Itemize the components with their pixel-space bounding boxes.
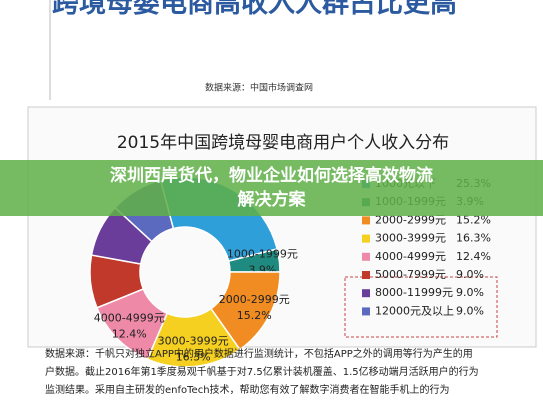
legend-value: 12.4%: [456, 250, 491, 263]
legend-swatch: [362, 271, 370, 279]
legend-value: 16.3%: [456, 232, 491, 245]
slice-value: 16.3%: [176, 351, 211, 364]
legend-swatch: [362, 252, 370, 261]
legend-label: 4000-4999元: [375, 250, 446, 263]
legend-value: 15.2%: [456, 213, 491, 226]
legend-label: 8000-11999元: [375, 286, 453, 299]
heading: 跨境母婴电商高收入人群占比更高: [52, 0, 457, 19]
slice-label: 2000-2999元: [219, 293, 290, 306]
banner[interactable]: 深圳西岸货代，物业企业如何选择高效物流解决方案: [0, 160, 543, 216]
legend-value: 9.0%: [456, 304, 484, 317]
slice-label: 1000-1999元: [227, 247, 298, 260]
legend-swatch: [362, 234, 370, 243]
legend-value: 9.0%: [456, 268, 484, 281]
legend-highlight: [344, 276, 498, 338]
source: 数据来源：中国市场调查网: [205, 82, 313, 94]
legend-swatch: [362, 216, 370, 225]
chart-title: 2015年中国跨境母婴电商用户个人收入分布: [117, 133, 449, 153]
legend-swatch: [362, 289, 370, 298]
legend-label: 5000-7999元: [375, 268, 446, 281]
banner-title[interactable]: 深圳西岸货代，物业企业如何选择高效物流解决方案: [110, 166, 433, 210]
slice-value: 12.4%: [112, 328, 147, 341]
legend-value: 9.0%: [456, 286, 484, 299]
legend-label: 3000-3999元: [375, 232, 446, 245]
footnote: 数据来源：千帆只对独立APP中的用户数据进行监测统计，不包括APP之外的调用等行…: [45, 347, 479, 396]
slice-label: 4000-4999元: [94, 312, 165, 325]
footnote-line: 数据来源：千帆只对独立APP中的用户数据进行监测统计，不包括APP之外的调用等行…: [45, 347, 473, 360]
footnote-line: 户数据。截止2016年第1季度易观千帆基于对7.5亿累计装机覆盖、1.5亿移动端…: [45, 365, 479, 378]
legend-label: 2000-2999元: [375, 213, 446, 226]
legend-label: 12000元及以上: [375, 304, 454, 317]
heading-box: 跨境母婴电商高收入人群占比更高: [52, 0, 457, 19]
slice-label: 3000-3999元: [158, 335, 229, 348]
footnote-line: 监测结果。采用自主研发的enfoTech技术，帮助您有效了解数字消费者在智能手机…: [45, 383, 450, 396]
slice-value: 15.2%: [237, 309, 272, 322]
legend-swatch: [362, 307, 370, 316]
